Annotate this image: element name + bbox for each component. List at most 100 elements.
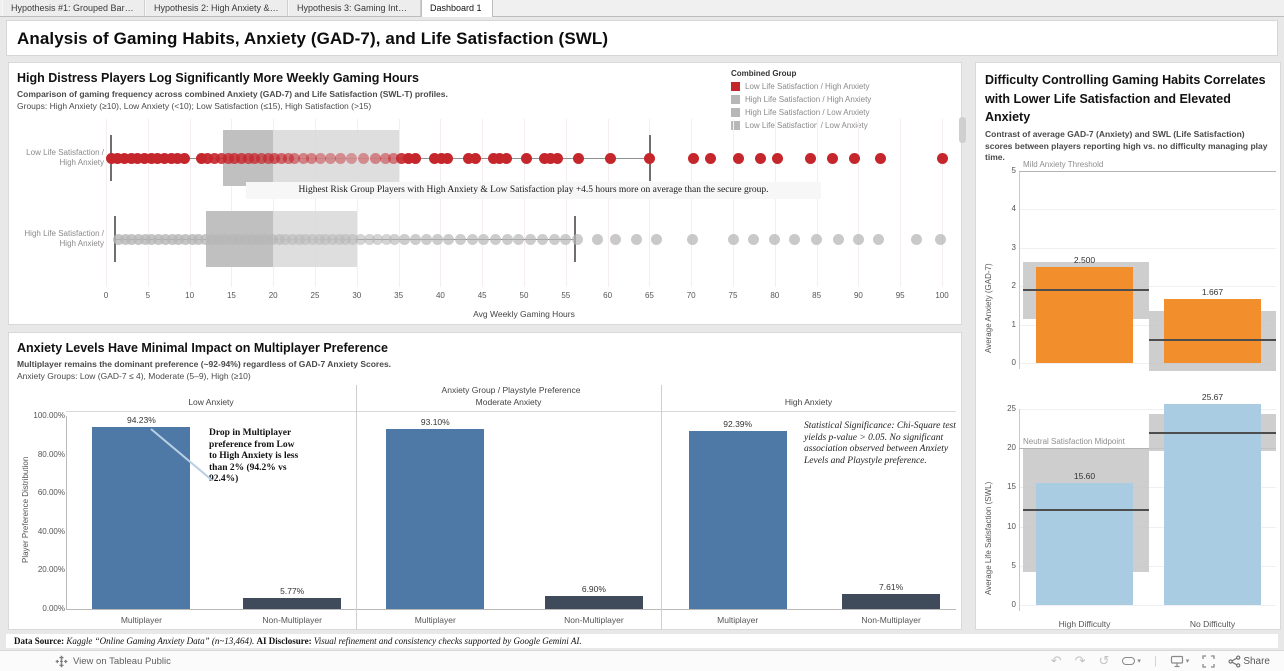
- x-tick-label: 85: [812, 291, 822, 300]
- hours-chart-card: High Distress Players Log Significantly …: [8, 62, 966, 325]
- legend-scrollbar[interactable]: [959, 117, 966, 143]
- data-point: [159, 152, 171, 164]
- bar-moderate-anxiety-non-multiplayer[interactable]: [544, 595, 643, 609]
- data-point: [732, 152, 744, 164]
- y-axis-title: Average Life Satisfaction (SWL): [984, 481, 993, 595]
- row-label-line: High Anxiety: [59, 158, 104, 167]
- data-point: [380, 233, 392, 245]
- bar-low-anxiety-multiplayer[interactable]: [92, 427, 191, 609]
- x-tick-label: 30: [352, 291, 362, 300]
- data-point: [934, 233, 946, 245]
- tab-3[interactable]: Hypothesis 3: Gaming Interfer...: [288, 0, 421, 16]
- reset-icon[interactable]: ↺: [1098, 653, 1110, 669]
- data-point: [240, 233, 252, 245]
- fullscreen-icon[interactable]: [1202, 654, 1215, 668]
- strip-box-plot[interactable]: Highest Risk Group Players with High Anx…: [105, 119, 948, 289]
- data-point: [269, 152, 281, 164]
- satisfaction-bar-chart: 0 5 10 15 20 25 Average Life Satisfaction (SWL…: [976, 391, 1282, 629]
- gridline: [607, 119, 609, 287]
- data-point: [179, 152, 191, 164]
- reference-line-label: Mild Anxiety Threshold: [1023, 159, 1104, 169]
- x-tick-label: 35: [394, 291, 404, 300]
- legend-item-1[interactable]: Low Life Satisfaction / High Anxiety: [731, 80, 956, 93]
- download-device-icon[interactable]: ▾: [1170, 655, 1189, 668]
- device-layout-icon[interactable]: ▾: [1122, 657, 1141, 665]
- toolbar-divider: |: [1153, 655, 1157, 667]
- legend-item-3[interactable]: High Life Satisfaction / Low Anxiety: [731, 106, 956, 119]
- data-point: [435, 152, 447, 164]
- data-point: [260, 233, 272, 245]
- data-point: [826, 152, 838, 164]
- data-point: [297, 152, 309, 164]
- row-label: High Life Satisfaction / High Anxiety: [12, 229, 104, 249]
- gridline: [315, 119, 316, 287]
- legend-item-2[interactable]: High Life Satisfaction / High Anxiety: [731, 93, 956, 106]
- bar-low-anxiety-non-multiplayer[interactable]: [243, 597, 342, 609]
- data-point: [152, 152, 164, 164]
- bar-value-label: 94.23%: [126, 415, 156, 426]
- x-tick-label: 45: [477, 291, 487, 300]
- gridline: [565, 119, 567, 287]
- bar-value-label: 93.10%: [420, 417, 450, 428]
- y-tick-label: 10: [1007, 521, 1016, 531]
- undo-icon[interactable]: ↶: [1050, 653, 1062, 669]
- tab-4[interactable]: Dashboard 1: [421, 0, 493, 17]
- data-point: [165, 152, 177, 164]
- preference-chart-groups-note: Anxiety Groups: Low (GAD-7 ≤ 4), Moderat…: [17, 371, 251, 381]
- data-point: [293, 233, 305, 245]
- x-tick-label: 40: [435, 291, 445, 300]
- hours-chart-subtitle: Comparison of gaming frequency across co…: [17, 89, 448, 99]
- bar-high-anxiety-non-multiplayer[interactable]: [842, 594, 941, 609]
- legend-item-4[interactable]: Low Life Satisfaction / Low Anxiety: [731, 119, 956, 132]
- panel-separator: [356, 385, 357, 629]
- row-label-line: High Life Satisfaction /: [24, 229, 104, 238]
- header-divider: [66, 411, 956, 412]
- mean-line: [1023, 289, 1149, 292]
- data-point: [327, 233, 339, 245]
- data-point: [872, 233, 884, 245]
- data-point: [442, 152, 454, 164]
- data-point: [409, 152, 421, 164]
- bar-high-anxiety-multiplayer[interactable]: [688, 430, 787, 609]
- data-point: [233, 233, 245, 245]
- bar-value-label: 15.60: [1073, 470, 1096, 481]
- data-point: [398, 233, 410, 245]
- data-point: [911, 233, 923, 245]
- tab-1[interactable]: Hypothesis #1: Grouped Bar C...: [2, 0, 145, 16]
- data-point: [195, 152, 207, 164]
- redo-icon[interactable]: ↷: [1074, 653, 1086, 669]
- share-icon[interactable]: Share: [1228, 654, 1270, 668]
- data-point: [126, 233, 138, 245]
- data-point: [314, 152, 326, 164]
- data-point: [320, 233, 332, 245]
- view-on-tableau-public-link[interactable]: View on Tableau Public: [55, 655, 171, 668]
- gridline: [1019, 605, 1276, 606]
- data-point: [172, 152, 184, 164]
- data-point: [186, 233, 198, 245]
- data-point: [118, 152, 130, 164]
- row-label-line: Low Life Satisfaction /: [26, 148, 104, 157]
- bar-moderate-anxiety-multiplayer[interactable]: [386, 429, 485, 609]
- x-tick-label: 70: [686, 291, 696, 300]
- data-point: [805, 152, 817, 164]
- bar-no-difficulty[interactable]: [1164, 403, 1261, 605]
- data-point: [466, 233, 478, 245]
- data-point: [235, 152, 247, 164]
- difficulty-chart-card: Difficulty Controlling Gaming Habits Cor…: [975, 62, 1281, 630]
- data-point: [747, 233, 759, 245]
- bar-value-label: 7.61%: [879, 582, 904, 593]
- legend-swatch-icon: [731, 82, 740, 91]
- bar-high-difficulty[interactable]: [1036, 266, 1133, 363]
- bar-high-difficulty[interactable]: [1036, 482, 1133, 605]
- data-point: [832, 233, 844, 245]
- data-point: [282, 152, 294, 164]
- y-tick-label: 4: [1011, 204, 1016, 213]
- tab-2[interactable]: Hypothesis 2: High Anxiety & L...: [145, 0, 288, 16]
- bar-no-difficulty[interactable]: [1164, 298, 1261, 363]
- data-point: [357, 152, 369, 164]
- data-point: [592, 233, 604, 245]
- ai-text: Visual refinement and consistency checks…: [311, 636, 582, 646]
- data-source-footer: Data Source: Kaggle “Online Gaming Anxie…: [6, 634, 1278, 648]
- y-axis-title: Player Preference Distribution: [21, 456, 30, 563]
- data-point: [409, 233, 421, 245]
